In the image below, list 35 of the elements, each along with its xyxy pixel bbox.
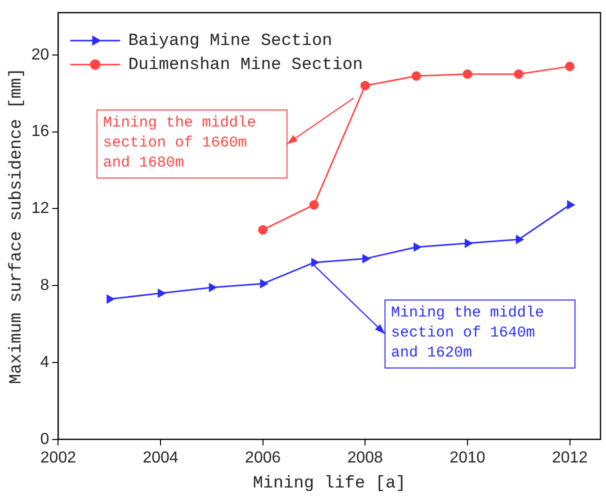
point: [158, 289, 166, 298]
y-tick-label: 12: [31, 200, 50, 218]
point: [258, 225, 268, 235]
point: [462, 69, 472, 79]
point: [309, 200, 319, 210]
point: [362, 254, 370, 263]
point: [208, 283, 216, 292]
x-axis-title: Mining life [a]: [252, 474, 406, 494]
point: [464, 239, 472, 248]
y-tick-label: 16: [31, 123, 50, 140]
x-tick-label: 2012: [552, 449, 588, 466]
y-tick-label: 20: [31, 46, 50, 64]
point: [567, 200, 575, 210]
point: [565, 62, 575, 72]
point: [414, 242, 422, 252]
x-tick-label: 2006: [245, 449, 281, 466]
x-tick-label: 2002: [40, 449, 76, 466]
point: [514, 69, 524, 79]
legend-label: Duimenshan Mine Section: [128, 56, 363, 76]
point: [260, 279, 268, 288]
annotation: Mining the middle section of 1640m and 1620m: [391, 304, 544, 362]
point: [311, 258, 319, 267]
point: [360, 80, 370, 90]
y-tick-label: 4: [40, 354, 50, 371]
x-tick-label: 2008: [347, 449, 384, 466]
legend-label: Baiyang Mine Section: [128, 32, 332, 52]
x-tick-label: 2004: [142, 449, 178, 466]
point: [412, 71, 422, 81]
annotation: Mining the middle section of 1660m and 1680m: [103, 114, 256, 172]
y-tick-label: 8: [40, 277, 50, 294]
y-tick-label: 0: [40, 430, 50, 448]
x-tick-label: 2010: [450, 449, 486, 466]
point: [106, 294, 114, 304]
y-axis-title: Maximum surface subsidence [mm]: [8, 68, 27, 384]
point: [516, 235, 524, 244]
